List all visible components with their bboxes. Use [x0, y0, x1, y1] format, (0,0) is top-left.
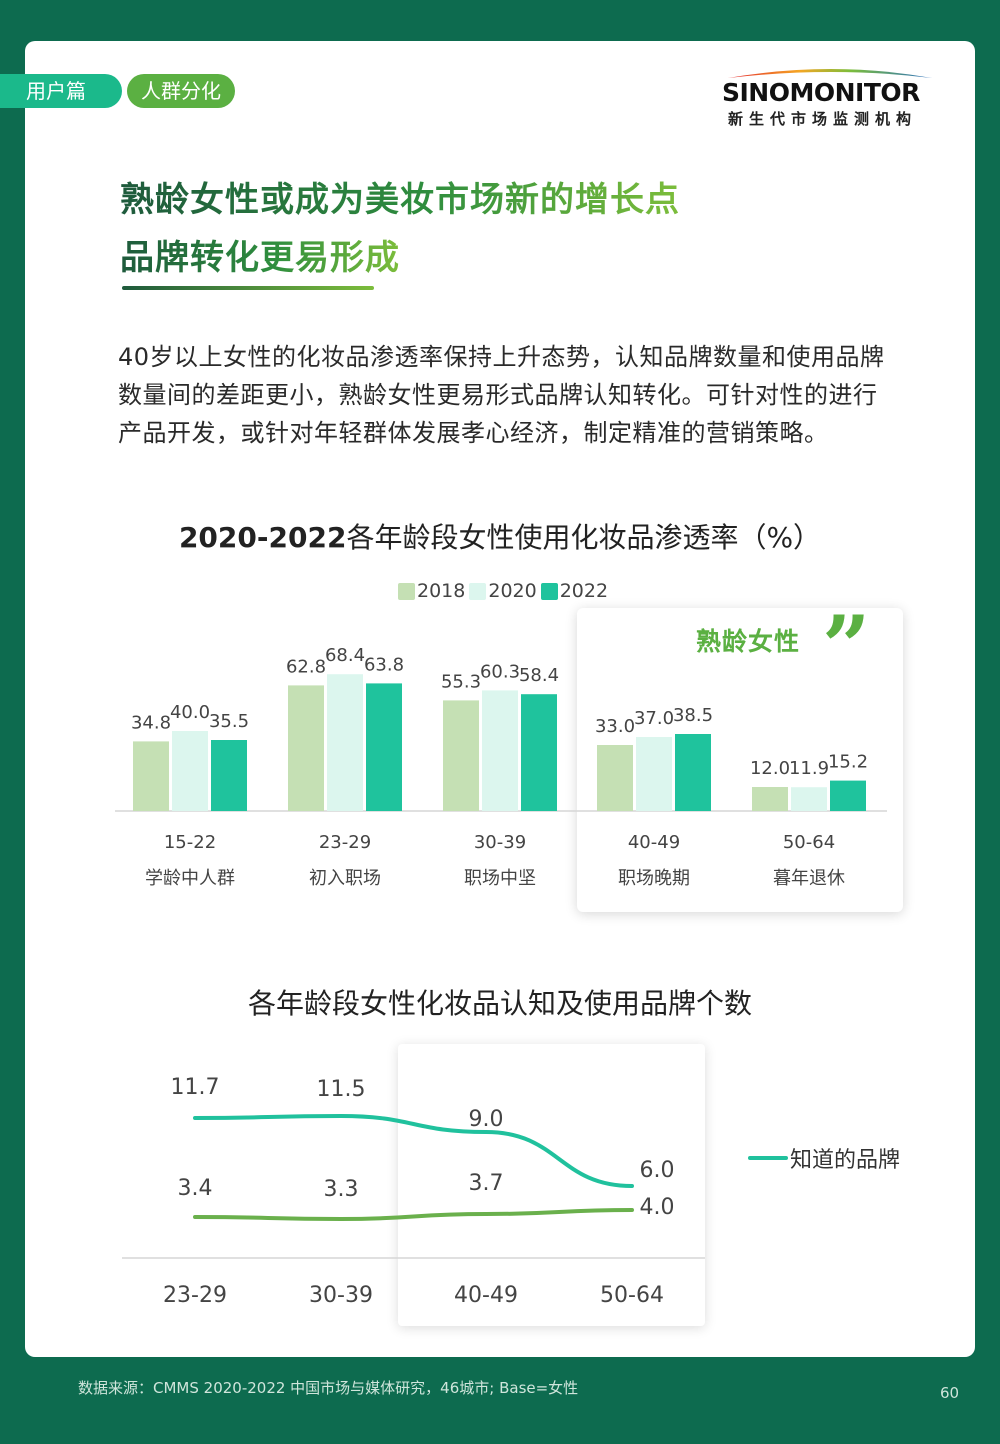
- bar-value-label: 55.3: [441, 671, 481, 692]
- bar-value-label: 35.5: [209, 711, 249, 732]
- chart1-legend: 2018 2020 2022: [398, 580, 608, 602]
- line-used-value-label: 3.4: [178, 1176, 213, 1201]
- bar-category-label: 30-39: [474, 832, 526, 853]
- page-title-line1: 熟龄女性或成为美妆市场新的增长点: [120, 172, 680, 221]
- bar-2018-50-64: [752, 787, 788, 811]
- mature-age-highlight-box: [398, 1044, 705, 1326]
- bar-category-sublabel: 学龄中人群: [145, 868, 235, 889]
- line-category-label: 23-29: [163, 1283, 227, 1308]
- tag-user: 用户篇: [0, 74, 122, 108]
- legend-item-2022: 2022: [540, 580, 609, 602]
- logo-wordmark: SINOMONITOR: [722, 78, 920, 107]
- chart1-title-years: 2020-2022: [178, 521, 347, 554]
- intro-paragraph: 40岁以上女性的化妆品渗透率保持上升态势，认知品牌数量和使用品牌数量间的差距更小…: [118, 343, 885, 447]
- title-underline: [122, 286, 374, 290]
- chart1-title-text: 各年龄段女性使用化妆品渗透率（%）: [346, 521, 822, 554]
- line-series-known: [193, 1113, 634, 1188]
- bar-2020-40-49: [636, 737, 672, 811]
- bar-2018-23-29: [288, 685, 324, 811]
- line-known-value-label: 6.0: [640, 1158, 675, 1183]
- bar-2020-23-29: [327, 674, 363, 811]
- bar-2018-40-49: [597, 745, 633, 811]
- legend-item-2020: 2020: [469, 580, 537, 602]
- data-source: 数据来源：CMMS 2020-2022 中国市场与媒体研究，46城市; Base…: [78, 1379, 579, 1397]
- bar-value-label: 15.2: [828, 752, 868, 773]
- bar-2022-30-39: [521, 694, 557, 811]
- line-known-value-label: 11.5: [317, 1077, 366, 1102]
- bar-value-label: 62.8: [286, 656, 326, 677]
- bar-category-sublabel: 暮年退休: [773, 868, 845, 889]
- line-known-value-label: 11.7: [171, 1075, 220, 1100]
- bar-value-label: 60.3: [480, 661, 520, 682]
- bar-2018-15-22: [133, 741, 169, 811]
- bar-value-label: 11.9: [789, 758, 829, 779]
- bar-category-sublabel: 初入职场: [309, 868, 381, 889]
- logo-arc-icon: [728, 69, 932, 78]
- bar-2020-30-39: [482, 690, 518, 811]
- sinomonitor-logo: SINOMONITOR 新生代市场监测机构: [722, 60, 936, 130]
- bar-category-sublabel: 职场中坚: [464, 868, 536, 889]
- bar-value-label: 33.0: [595, 716, 635, 737]
- bar-category-label: 15-22: [164, 832, 216, 853]
- bar-2020-50-64: [791, 787, 827, 811]
- bar-2022-15-22: [211, 740, 247, 811]
- legend-item-2018: 2018: [398, 580, 465, 602]
- bar-2018-30-39: [443, 700, 479, 811]
- legend-label-2020: 2020: [488, 580, 537, 602]
- legend-line-icon: [748, 1156, 788, 1160]
- bar-2020-15-22: [172, 731, 208, 811]
- bar-value-label: 68.4: [325, 645, 365, 666]
- legend-label-2018: 2018: [417, 580, 466, 602]
- page-title-line2: 品牌转化更易形成: [120, 230, 400, 279]
- bar-category-label: 23-29: [319, 832, 371, 853]
- bar-2022-23-29: [366, 683, 402, 811]
- bar-value-label: 38.5: [673, 705, 713, 726]
- legend-label-known: 知道的品牌: [790, 1148, 901, 1173]
- line-category-label: 30-39: [309, 1283, 373, 1308]
- bar-category-label: 40-49: [628, 832, 680, 853]
- tag-segment: 人群分化: [127, 74, 235, 108]
- line-used-value-label: 3.3: [324, 1177, 359, 1202]
- line-series-used: [193, 1208, 634, 1222]
- line-known-value-label: 9.0: [469, 1107, 504, 1132]
- bar-value-label: 40.0: [170, 702, 210, 723]
- bar-value-label: 34.8: [131, 712, 171, 733]
- line-used-value-label: 3.7: [469, 1171, 504, 1196]
- bar-value-label: 37.0: [634, 708, 674, 729]
- line-used-value-label: 4.0: [640, 1195, 675, 1220]
- page-number: 60: [940, 1384, 960, 1402]
- chart2-title: 各年龄段女性化妆品认知及使用品牌个数: [247, 987, 752, 1020]
- bar-2022-50-64: [830, 780, 866, 811]
- line-category-label: 50-64: [600, 1283, 664, 1308]
- bar-value-label: 63.8: [364, 654, 404, 675]
- chart2-legend: 知道的品牌: [748, 1142, 900, 1174]
- logo-subtitle: 新生代市场监测机构: [728, 110, 918, 128]
- bar-category-label: 50-64: [783, 832, 835, 853]
- mature-women-label: 熟龄女性: [696, 627, 801, 656]
- chart1-title: 2020-2022各年龄段女性使用化妆品渗透率（%）: [0, 516, 1000, 556]
- legend-label-2022: 2022: [559, 580, 609, 602]
- bar-value-label: 12.0: [750, 758, 790, 779]
- bar-value-label: 58.4: [519, 665, 559, 686]
- bar-category-sublabel: 职场晚期: [618, 868, 690, 889]
- quote-icon: ”: [822, 597, 871, 696]
- bar-2022-40-49: [675, 734, 711, 811]
- line-category-label: 40-49: [454, 1283, 518, 1308]
